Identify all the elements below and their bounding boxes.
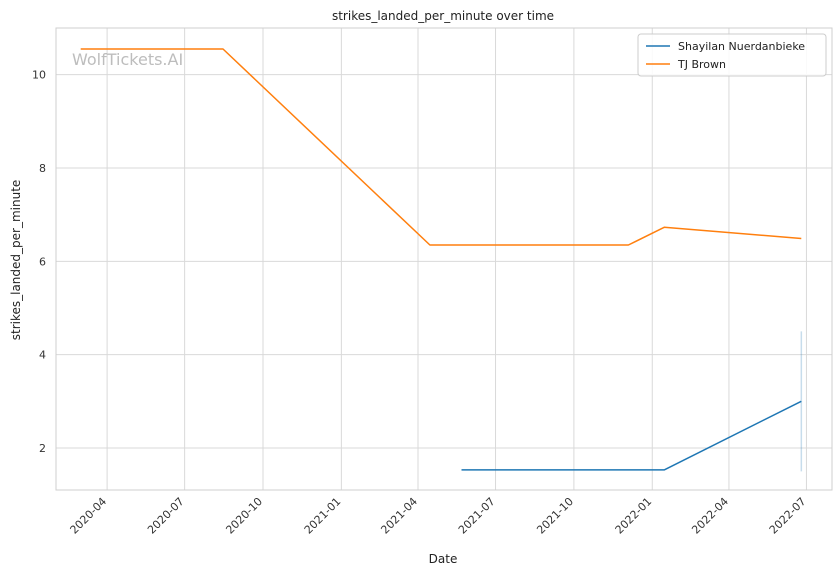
legend-label-series-0: Shayilan Nuerdanbieke [678,40,805,53]
series-line-1 [80,48,802,246]
grid [56,28,832,490]
legend-box [637,33,827,77]
y-axis-title: strikes_landed_per_minute [9,180,23,341]
y-tick-label: 8 [39,162,46,175]
watermark: WolfTickets.AI [72,50,183,69]
plot-frame [55,27,833,491]
y-tick-label: 4 [39,349,46,362]
series-layer [80,48,803,472]
legend-label-series-1: TJ Brown [677,58,726,71]
y-tick-label: 10 [32,69,46,82]
chart-title: strikes_landed_per_minute over time [332,9,554,23]
series-line-0 [461,400,802,471]
y-tick-label: 2 [39,442,46,455]
legend: Shayilan Nuerdanbieke TJ Brown [637,33,827,77]
x-axis-title: Date [429,552,458,566]
y-tick-label: 6 [39,255,46,268]
